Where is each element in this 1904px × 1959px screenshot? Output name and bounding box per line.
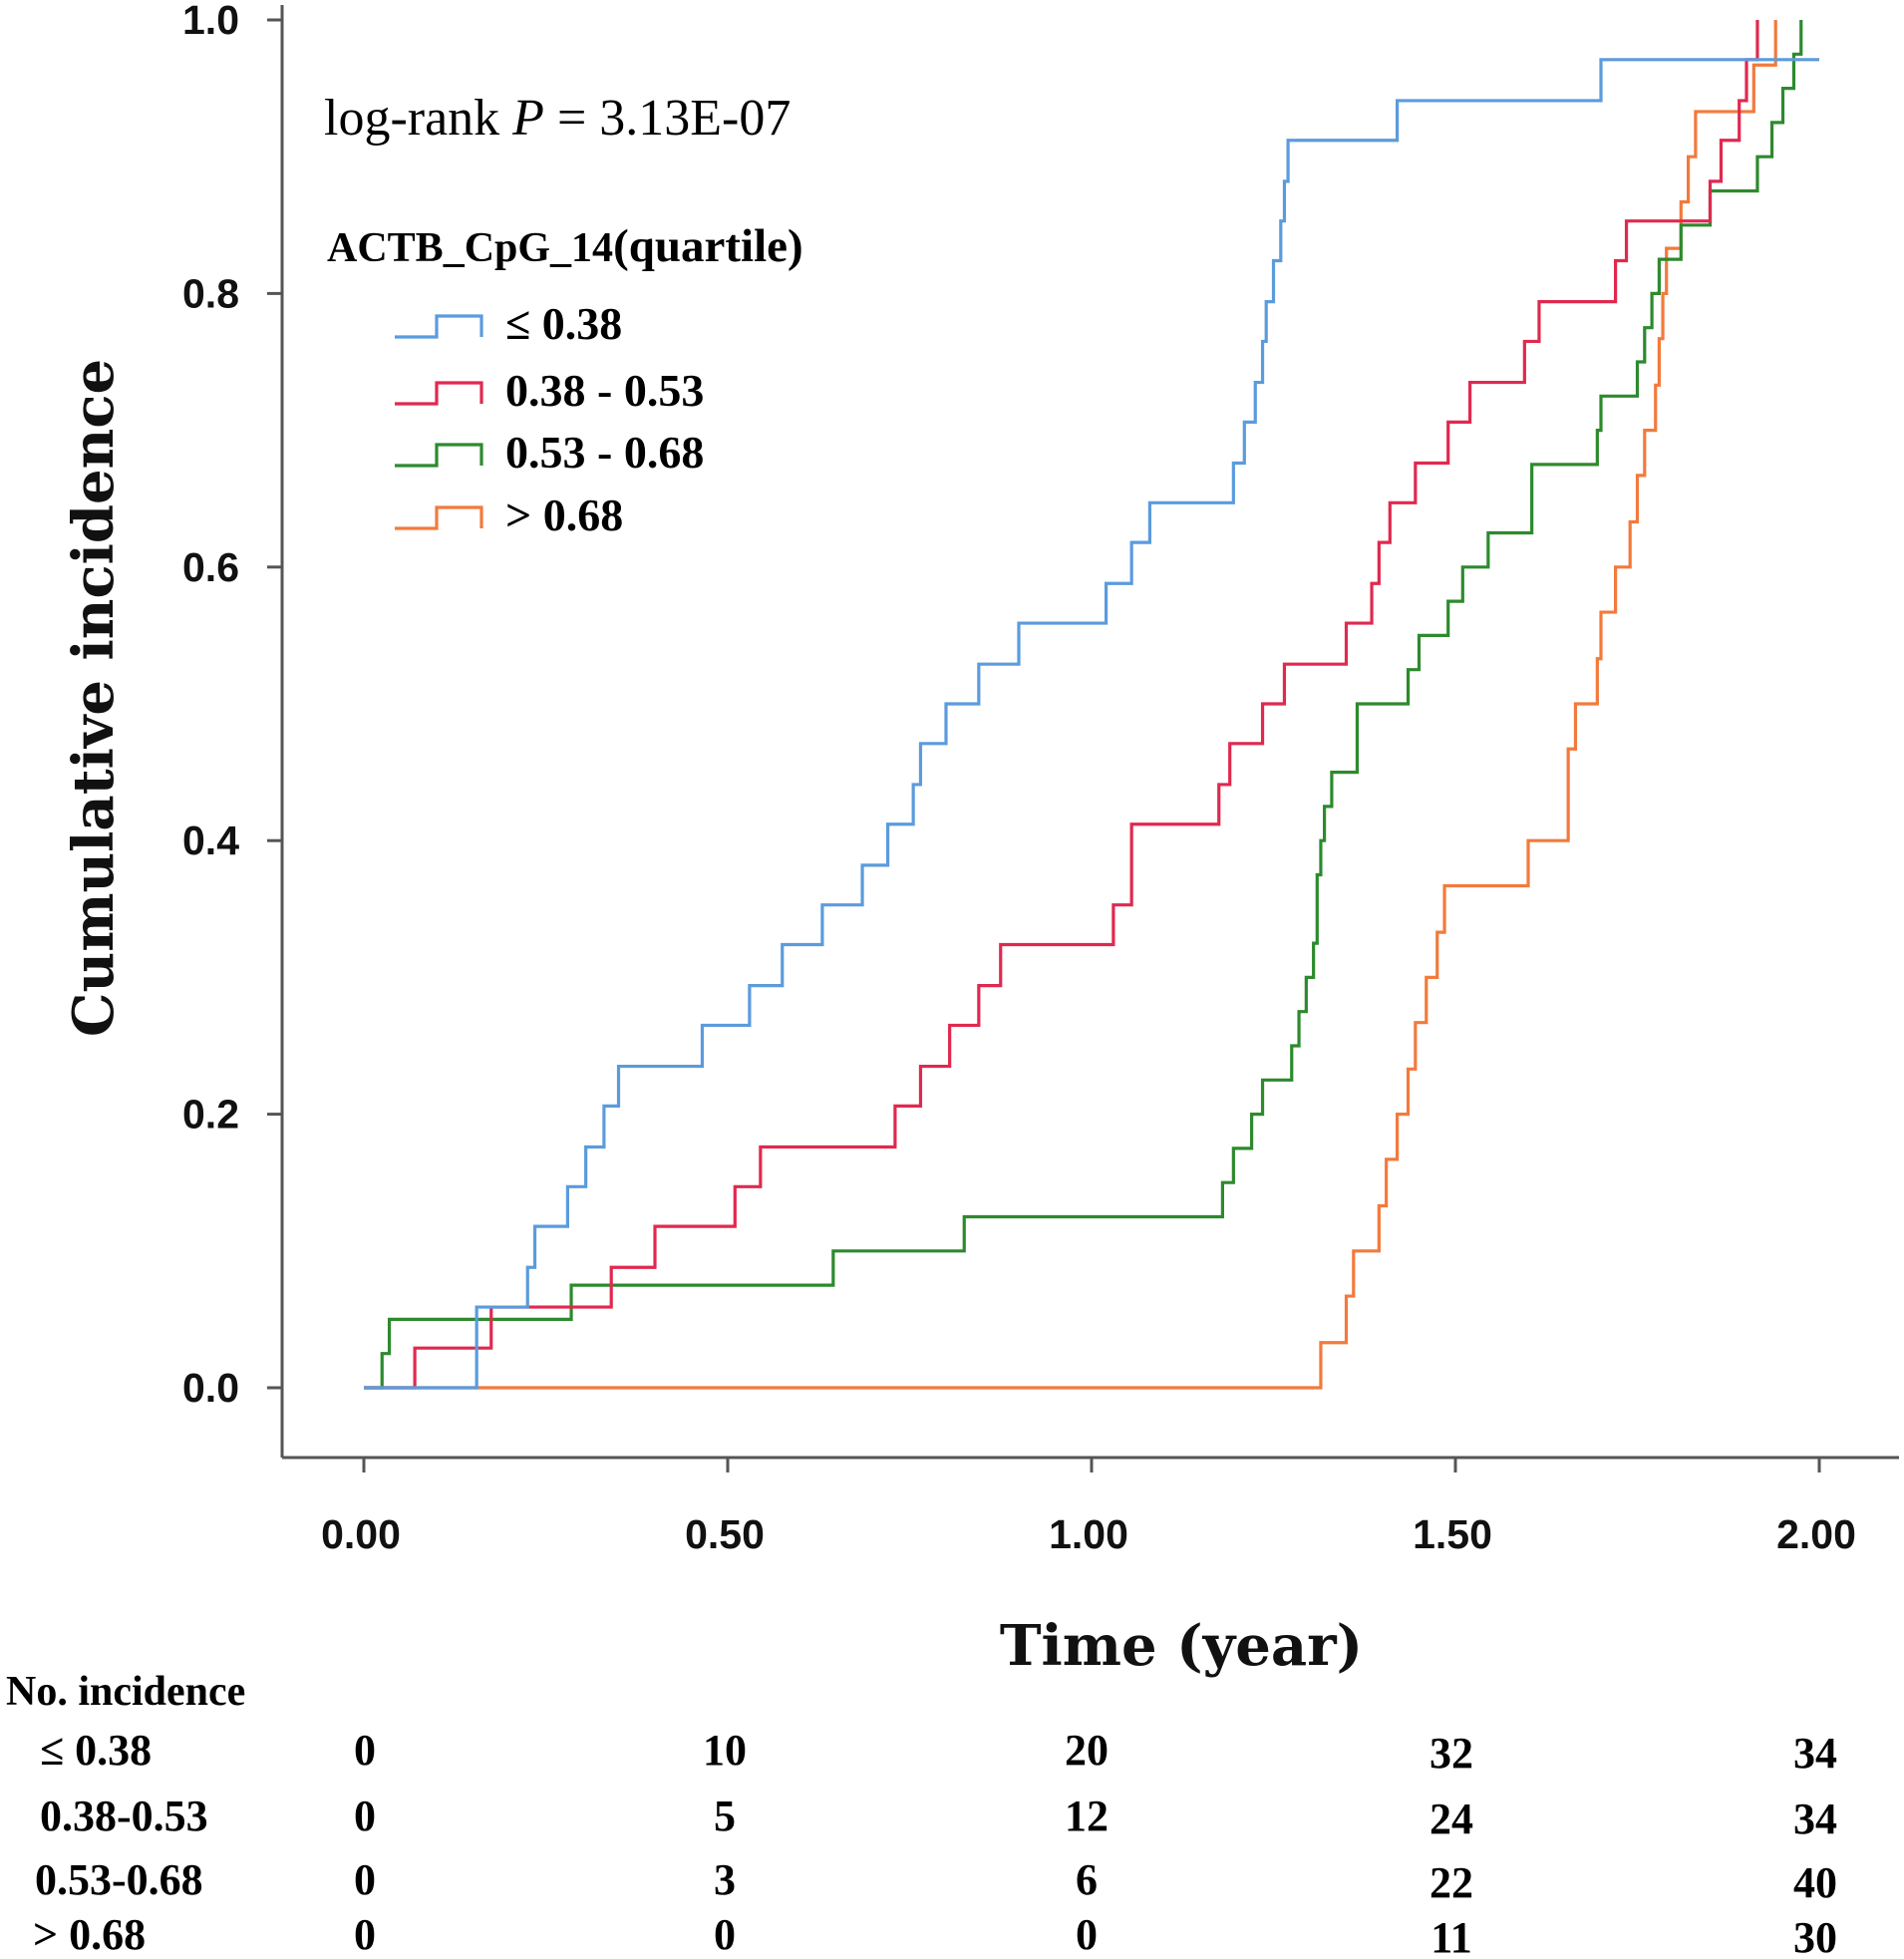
risk-cell: 0 [354,1855,376,1904]
risk-cell: 32 [1429,1729,1473,1778]
y-tick-label: 1.0 [182,0,239,43]
risk-row-label: 0.38-0.53 [40,1792,208,1840]
risk-row-label: ≤ 0.38 [40,1726,152,1775]
log-rank-annotation: log-rank P = 3.13E-07 [324,90,791,147]
y-tick-label: 0.2 [182,1092,239,1138]
log-rank-p-symbol: P [511,90,544,147]
survival-curves [364,20,1819,1390]
series-line-3 [364,20,1803,1390]
log-rank-value: = 3.13E-07 [544,90,791,147]
legend-swatch [395,314,483,339]
x-tick-label: 1.50 [1413,1511,1492,1557]
y-tick-label: 0.4 [182,817,239,863]
legend-item: 0.53 - 0.68 [395,427,704,478]
legend-label: > 0.68 [505,490,623,540]
y-axis-title: Cumulative incidence [61,359,127,1037]
risk-cell: 40 [1793,1858,1837,1907]
x-tick-label: 0.00 [321,1511,401,1557]
y-tick-label: 0.0 [182,1365,239,1411]
risk-cell: 0 [354,1910,376,1959]
y-ticks: 0.0 0.2 0.4 0.6 0.8 1.0 [182,0,282,1411]
risk-cell: 0 [714,1910,736,1959]
legend-label: ≤ 0.38 [505,298,622,349]
series-line-4 [364,20,1777,1390]
risk-table-title: No. incidence [6,1669,245,1715]
risk-cell: 5 [714,1792,736,1840]
risk-cell: 34 [1793,1729,1837,1778]
x-ticks: 0.00 0.50 1.00 1.50 2.00 [321,1458,1856,1557]
risk-table-row: > 0.68 0 0 0 11 30 [33,1910,1837,1959]
risk-cell: 0 [1076,1910,1098,1959]
legend-swatch [395,381,483,406]
risk-cell: 11 [1430,1913,1472,1959]
risk-cell: 24 [1429,1795,1473,1843]
y-tick-label: 0.8 [182,270,239,316]
log-rank-prefix: log-rank [324,90,512,147]
risk-row-label: > 0.68 [33,1910,146,1959]
risk-cell: 0 [354,1726,376,1775]
x-tick-label: 0.50 [685,1511,765,1557]
risk-row-label: 0.53-0.68 [35,1855,203,1904]
legend-item: ≤ 0.38 [395,298,622,349]
x-axis-title: Time (year) [1000,1613,1363,1679]
risk-table-row: 0.38-0.53 0 5 12 24 34 [40,1792,1837,1843]
x-tick-label: 2.00 [1776,1511,1856,1557]
legend-swatch [395,505,483,530]
risk-cell: 10 [703,1726,747,1775]
legend: ≤ 0.38 0.38 - 0.53 0.53 - 0.68 > 0.68 [395,298,704,540]
risk-cell: 12 [1065,1792,1109,1840]
risk-cell: 3 [714,1855,736,1904]
risk-table-row: ≤ 0.38 0 10 20 32 34 [40,1726,1837,1778]
legend-label: 0.38 - 0.53 [505,365,704,416]
risk-cell: 20 [1065,1726,1109,1775]
legend-label: 0.53 - 0.68 [505,427,704,478]
risk-table-row: 0.53-0.68 0 3 6 22 40 [35,1855,1837,1907]
x-tick-label: 1.00 [1049,1511,1128,1557]
risk-cell: 6 [1076,1855,1098,1904]
legend-swatch [395,443,483,468]
legend-title: ACTB_CpG_14(quartile) [327,220,803,272]
legend-title-gene: ACTB_CpG_14 [327,225,613,271]
series-line-2 [364,20,1759,1390]
risk-table: ≤ 0.38 0 10 20 32 34 0.38-0.53 0 5 12 24 34 0.53-0.6… [33,1726,1837,1959]
legend-item: > 0.68 [395,490,623,540]
series-line-1 [364,58,1819,1390]
legend-title-quartile: (quartile) [613,220,803,272]
risk-cell: 30 [1793,1913,1837,1959]
risk-cell: 34 [1793,1795,1837,1843]
risk-cell: 0 [354,1792,376,1840]
legend-item: 0.38 - 0.53 [395,365,704,416]
y-tick-label: 0.6 [182,544,239,590]
risk-cell: 22 [1429,1858,1473,1907]
